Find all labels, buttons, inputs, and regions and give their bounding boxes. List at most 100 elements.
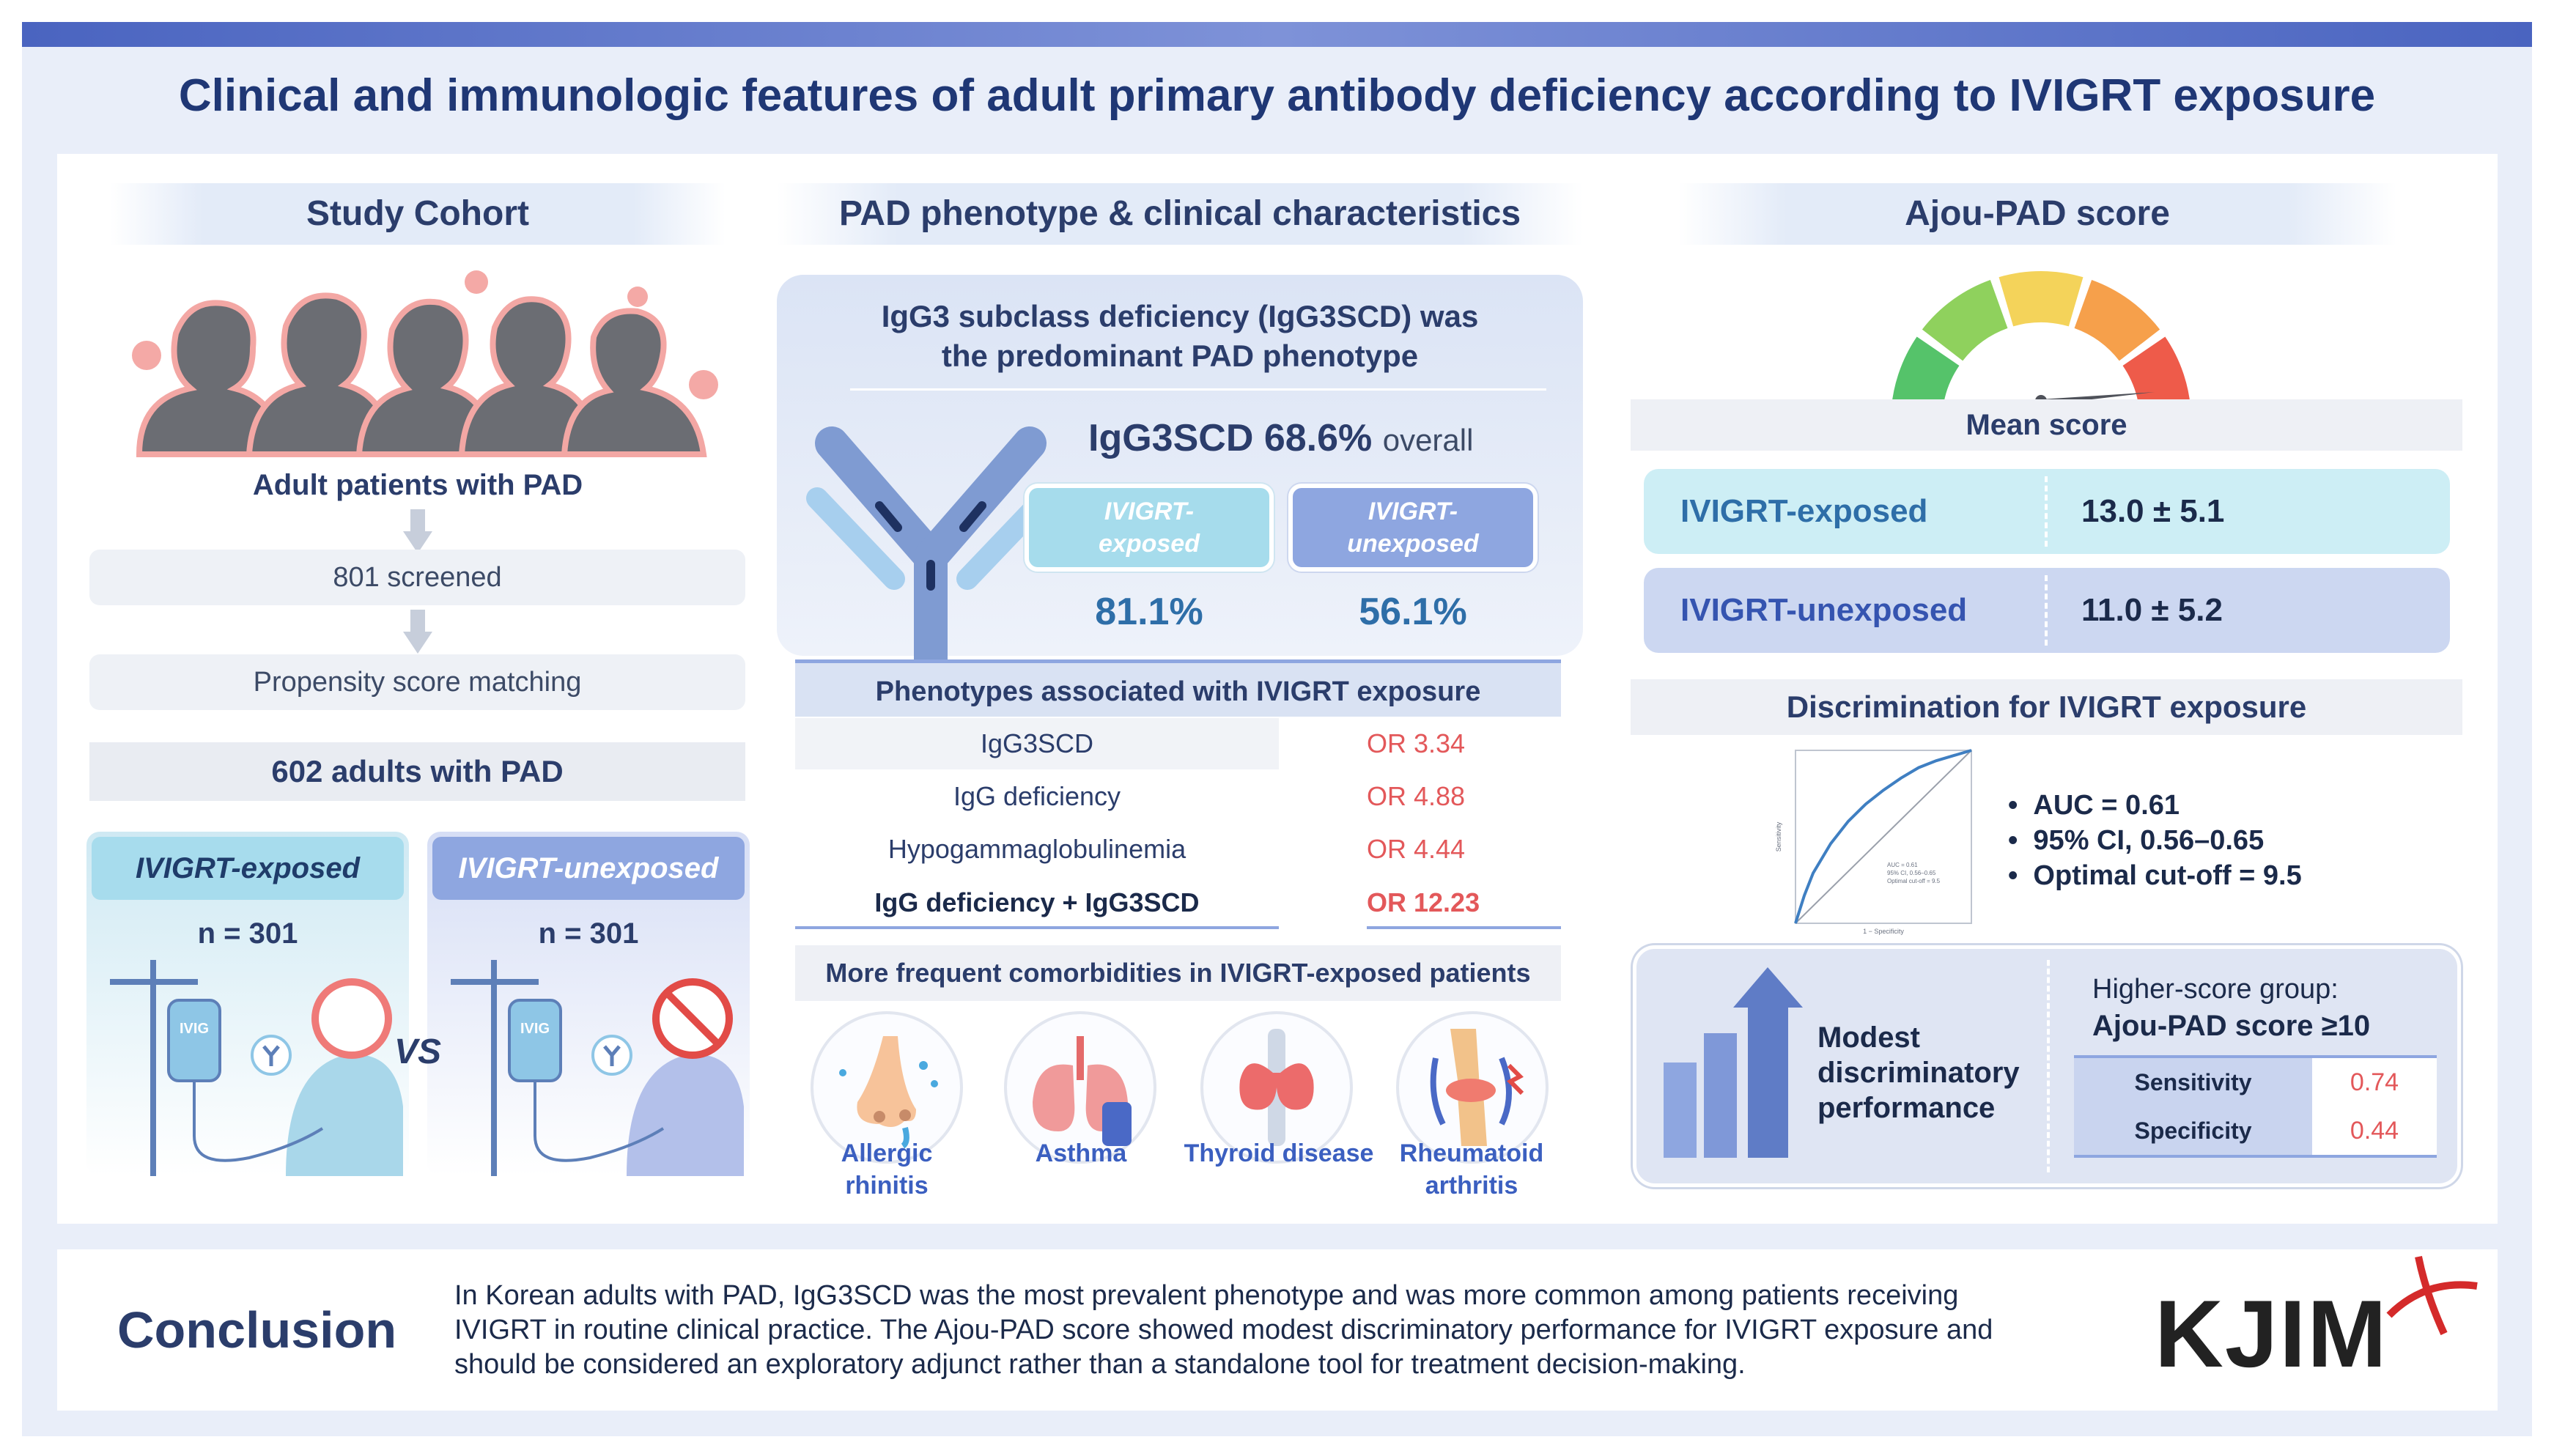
assoc-or: OR 4.88	[1367, 781, 1466, 811]
comorb-label: Rheumatoid arthritis	[1369, 1137, 1574, 1202]
spec-value: 0.44	[2312, 1106, 2437, 1155]
down-arrow-icon	[403, 509, 432, 553]
down-arrow-icon	[403, 610, 432, 654]
gauge-segment	[2073, 280, 2160, 362]
comorb-label-line2: arthritis	[1425, 1172, 1518, 1200]
thyroid-icon	[1200, 1011, 1353, 1164]
roc-ylabel: Sensitivity	[1775, 821, 1782, 851]
patients-label: Adult patients with PAD	[252, 469, 583, 501]
sens-label: Sensitivity	[2074, 1058, 2312, 1106]
exposed-label-line1: IVIGRT-	[1104, 498, 1195, 525]
ivig-tag: IVIG	[520, 1021, 550, 1037]
conclusion-line2: IVIGRT in routine clinical practice. The…	[454, 1315, 1993, 1345]
comorb-label: Thyroid disease	[1184, 1139, 1374, 1167]
assoc-name: Hypogammaglobulinemia	[887, 834, 1186, 864]
gauge-segment	[1998, 271, 2084, 327]
sens-value: 0.74	[2312, 1058, 2437, 1106]
assoc-heading: Phenotypes associated with IVIGRT exposu…	[795, 659, 1561, 717]
comorb-label: Allergic rhinitis	[784, 1137, 989, 1202]
discrim-heading: Discrimination for IVIGRT exposure	[1631, 679, 2462, 735]
roc-diagonal	[1795, 750, 1972, 924]
assoc-name: IgG deficiency + IgG3SCD	[795, 876, 1279, 929]
statement-line1: IgG3 subclass deficiency (IgG3SCD) was	[881, 299, 1479, 333]
conclusion-label: Conclusion	[117, 1301, 397, 1359]
iv-drip-exposed-icon: IVIG	[110, 960, 403, 1176]
overall-line: IgG3SCD 68.6% overall	[1088, 416, 1473, 460]
roc-legend-line: 95% CI, 0.56–0.65	[1887, 870, 1936, 876]
exposed-label-line2: exposed	[1099, 530, 1200, 558]
mean-score-label: Mean score	[1631, 399, 2462, 451]
unexposed-label-line1: IVIGRT-	[1368, 498, 1458, 525]
phenotype-heading: PAD phenotype & clinical characteristics	[777, 183, 1583, 245]
assoc-name: IgG deficiency	[953, 781, 1121, 811]
ivig-tag: IVIG	[180, 1021, 209, 1037]
unexposed-pct: 56.1%	[1359, 591, 1467, 633]
discrim-bullets: • AUC = 0.61 • 95% CI, 0.56–0.65 • Optim…	[2008, 788, 2302, 893]
assoc-or: OR 4.44	[1367, 834, 1466, 864]
exposed-n: n = 301	[197, 917, 298, 950]
modest-text: Modest discriminatory performance	[1817, 1020, 2020, 1126]
row-divider	[2045, 476, 2048, 547]
comorb-label-line2: rhinitis	[845, 1172, 929, 1200]
bullet-item: • 95% CI, 0.56–0.65	[2008, 825, 2265, 856]
bullet-ci: 95% CI, 0.56–0.65	[2033, 825, 2265, 856]
page-title: Clinical and immunologic features of adu…	[178, 70, 2376, 121]
comorb-label: Asthma	[1035, 1139, 1127, 1167]
exposed-score-value: 13.0 ± 5.1	[2081, 493, 2225, 529]
group-line2: Ajou-PAD score ≥10	[2092, 1010, 2371, 1042]
group-text: Higher-score group: Ajou-PAD score ≥10	[2092, 971, 2370, 1044]
roc-curve	[1794, 749, 1972, 924]
score-heading: Ajou-PAD score	[1678, 183, 2396, 245]
modest-line3: performance	[1817, 1092, 1996, 1124]
roc-xlabel: 1 − Specificity	[1863, 928, 1904, 935]
conclusion-line3: should be considered an exploratory adju…	[454, 1349, 1746, 1380]
exposed-score-label: IVIGRT-exposed	[1680, 493, 1928, 529]
gauge-segment	[1891, 336, 1960, 407]
overall-suffix: overall	[1382, 423, 1474, 457]
bar-growth-icon	[1664, 967, 1803, 1158]
group-line1: Higher-score group:	[2092, 974, 2339, 1005]
gauge-segment	[2122, 336, 2191, 407]
top-accent-bar	[22, 22, 2532, 47]
nose-icon	[811, 1011, 963, 1164]
kjim-logo: KJIM	[2155, 1280, 2388, 1387]
statement-line2: the predominant PAD phenotype	[941, 339, 1419, 373]
iv-drip-unexposed-icon: IVIG	[451, 960, 744, 1176]
unexposed-score-label: IVIGRT-unexposed	[1680, 592, 1968, 628]
phenotype-card	[777, 275, 1583, 656]
unexposed-card-label: IVIGRT-unexposed	[432, 837, 745, 900]
kjim-logo-mark-icon	[2386, 1256, 2478, 1336]
antibody-icon	[806, 426, 1052, 659]
spec-label: Specificity	[2074, 1106, 2312, 1155]
assoc-or: OR 12.23	[1367, 876, 1561, 929]
performance-divider	[2047, 960, 2050, 1172]
vs-label: VS	[394, 1032, 442, 1071]
bullet-cutoff: Optimal cut-off = 9.5	[2033, 860, 2302, 891]
result-box: 602 adults with PAD	[89, 742, 745, 801]
comorb-heading: More frequent comorbidities in IVIGRT-ex…	[795, 945, 1561, 1001]
unexposed-n: n = 301	[538, 917, 639, 950]
modest-line1: Modest	[1817, 1021, 1920, 1054]
joint-icon	[1396, 1011, 1549, 1164]
statement-divider	[850, 388, 1546, 391]
exposed-pheno-label: IVIGRT- exposed	[1025, 484, 1274, 572]
gauge-segment	[1922, 280, 2009, 362]
lungs-icon	[1004, 1011, 1156, 1164]
sens-spec-table: Sensitivity 0.74 Specificity 0.44	[2074, 1055, 2437, 1158]
bullet-item: • Optimal cut-off = 9.5	[2008, 860, 2302, 891]
gauge-icon	[1891, 271, 2191, 407]
roc-chart: 1 − Specificity Sensitivity AUC = 0.61 9…	[1775, 749, 1972, 935]
bullet-auc: AUC = 0.61	[2033, 790, 2180, 821]
unexposed-score-value: 11.0 ± 5.2	[2081, 592, 2223, 628]
unexposed-pheno-label: IVIGRT- unexposed	[1288, 484, 1538, 572]
assoc-name: IgG3SCD	[795, 718, 1279, 769]
assoc-or: OR 3.34	[1367, 728, 1466, 758]
row-divider	[2045, 575, 2048, 646]
modest-line2: discriminatory	[1817, 1057, 2020, 1089]
comorb-label-line1: Allergic	[841, 1139, 933, 1167]
exposed-pct: 81.1%	[1095, 591, 1203, 633]
matching-box: Propensity score matching	[89, 654, 745, 710]
roc-legend-line: AUC = 0.61	[1887, 862, 1918, 868]
screened-box: 801 screened	[89, 550, 745, 605]
assoc-table: IgG3SCD OR 3.34 IgG deficiency OR 4.88 H…	[795, 718, 1561, 931]
